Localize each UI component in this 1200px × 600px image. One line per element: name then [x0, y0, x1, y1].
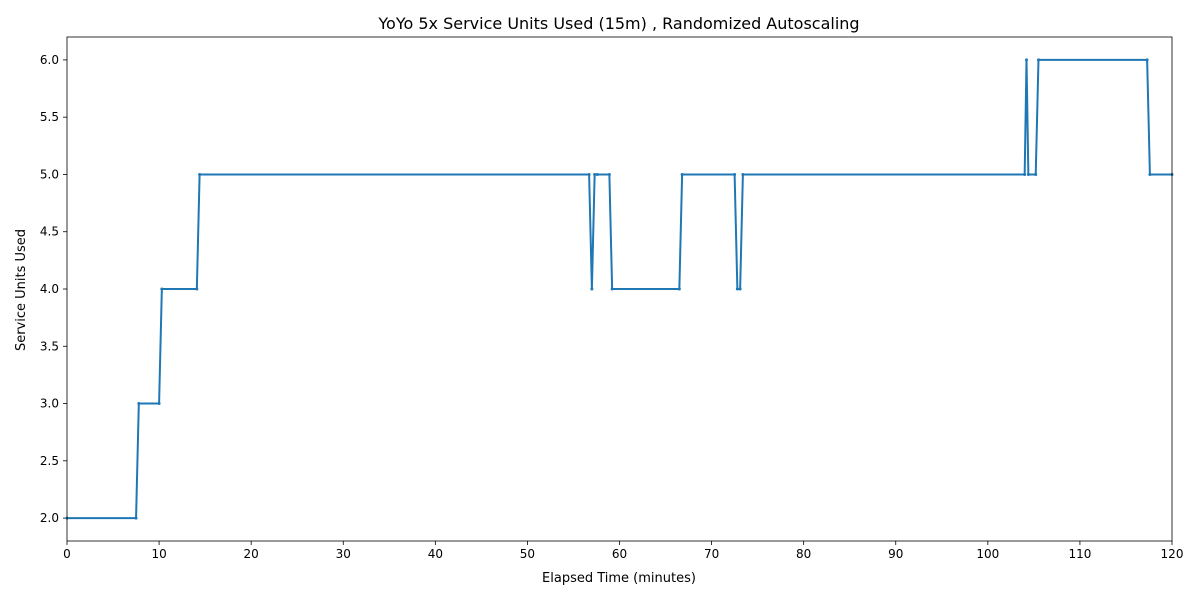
- data-point: [134, 516, 138, 520]
- x-tick-label: 50: [520, 547, 535, 561]
- y-tick-label: 4.5: [40, 225, 59, 239]
- x-tick-label: 0: [63, 547, 71, 561]
- data-point: [741, 172, 745, 176]
- chart-title: YoYo 5x Service Units Used (15m) , Rando…: [377, 14, 859, 33]
- data-point: [160, 287, 164, 291]
- data-point: [1148, 172, 1152, 176]
- data-point: [1023, 172, 1027, 176]
- x-tick-label: 80: [796, 547, 811, 561]
- plot-frame: [66, 36, 1173, 542]
- y-tick-label: 6.0: [40, 53, 59, 67]
- data-point: [1025, 58, 1029, 62]
- data-point: [137, 402, 141, 406]
- data-point: [735, 287, 739, 291]
- x-tick-label: 70: [704, 547, 719, 561]
- x-tick-label: 60: [612, 547, 627, 561]
- x-tick-label: 120: [1161, 547, 1184, 561]
- x-tick-label: 40: [428, 547, 443, 561]
- x-tick-label: 20: [244, 547, 259, 561]
- data-point: [1145, 58, 1149, 62]
- x-tick-label: 100: [976, 547, 999, 561]
- data-point: [610, 287, 614, 291]
- data-point: [593, 172, 597, 176]
- y-tick-label: 2.5: [40, 454, 59, 468]
- data-point: [1036, 58, 1040, 62]
- y-tick-label: 3.5: [40, 339, 59, 353]
- data-point: [607, 172, 611, 176]
- plot-area: 0 10 20 30 40 50 60 70 80 90 100 110 120 2.0 2.5 3.0 3.5…: [40, 36, 1184, 561]
- y-axis-label: Service Units Used: [14, 229, 29, 351]
- y-tick-label: 2.0: [40, 511, 59, 525]
- data-point: [1026, 172, 1030, 176]
- x-tick-label: 90: [888, 547, 903, 561]
- data-point: [733, 172, 737, 176]
- data-point: [738, 287, 742, 291]
- y-tick-label: 5.0: [40, 167, 59, 181]
- data-point: [595, 172, 599, 176]
- data-point: [198, 172, 202, 176]
- x-tick-label: 110: [1068, 547, 1091, 561]
- y-tick-label: 5.5: [40, 110, 59, 124]
- data-point: [680, 172, 684, 176]
- data-point: [1034, 172, 1038, 176]
- data-point: [590, 287, 594, 291]
- data-point: [195, 287, 199, 291]
- x-tick-label: 10: [151, 547, 166, 561]
- y-tick-label: 4.0: [40, 282, 59, 296]
- data-point: [677, 287, 681, 291]
- y-tick-label: 3.0: [40, 397, 59, 411]
- x-axis-label: Elapsed Time (minutes): [542, 571, 696, 586]
- data-point: [587, 172, 591, 176]
- x-tick-label: 30: [336, 547, 351, 561]
- data-point: [157, 402, 161, 406]
